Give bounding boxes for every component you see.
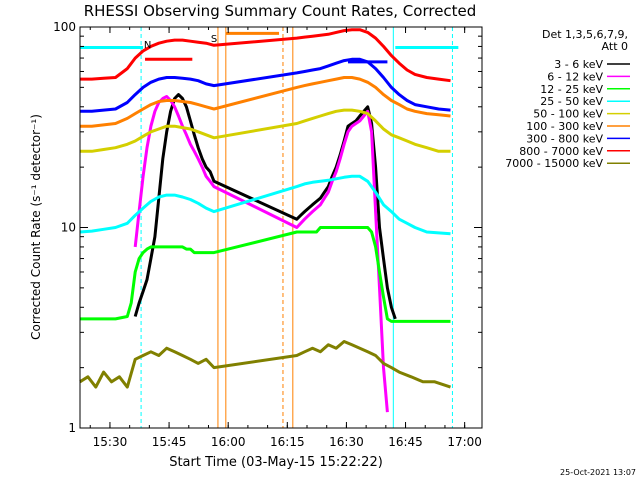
x-tick-label-1: 15:45 (152, 435, 187, 449)
x-tick-label-3: 16:15 (270, 435, 305, 449)
y-axis-label: Corrected Count Rate (s⁻¹ detector⁻¹) (29, 114, 43, 340)
series-line-2 (80, 226, 451, 323)
axes: 15:30 15:45 16:00 16:15 16:30 16:45 17:00 1 10 10… (53, 20, 482, 449)
chart-title: RHESSI Observing Summary Count Rates, Co… (84, 2, 477, 20)
y-tick-label-0: 1 (68, 421, 76, 435)
legend-label-6: 300 - 800 keV (526, 132, 603, 145)
x-tick-label-6: 17:00 (447, 435, 482, 449)
legend-header-0: Det 1,3,5,6,7,9, (542, 28, 628, 41)
saa-marker-label: S (211, 34, 217, 45)
legend-header-1: Att 0 (602, 40, 628, 53)
y-tick-label-1: 10 (61, 221, 76, 235)
series-line-7 (80, 28, 451, 83)
series-line-8 (79, 340, 451, 389)
legend-label-2: 12 - 25 keV (540, 83, 603, 96)
legend-label-4: 50 - 100 keV (533, 108, 603, 121)
x-tick-label-2: 16:00 (211, 435, 246, 449)
x-tick-label-4: 16:30 (329, 435, 364, 449)
legend-label-8: 7000 - 15000 keV (505, 157, 603, 170)
series-line-6 (80, 57, 451, 113)
series-line-0 (133, 93, 397, 320)
generation-timestamp: 25-Oct-2021 13:07 (560, 468, 636, 477)
series-line-3 (79, 174, 451, 236)
night-marker-label: N (144, 40, 151, 51)
legend-label-3: 25 - 50 keV (540, 95, 603, 108)
legend-label-5: 100 - 300 keV (526, 120, 603, 133)
legend-label-7: 800 - 7000 keV (519, 145, 603, 158)
y-tick-label-2: 100 (53, 20, 76, 34)
x-axis-label: Start Time (03-May-15 15:22:22) (169, 455, 383, 470)
legend-label-1: 6 - 12 keV (547, 70, 603, 83)
x-tick-label-0: 15:30 (93, 435, 128, 449)
x-tick-label-5: 16:45 (388, 435, 423, 449)
series-line-1 (133, 95, 389, 413)
plot-area: NS (79, 27, 459, 428)
series-line-4 (80, 108, 451, 153)
series-line-5 (80, 76, 451, 128)
legend-label-0: 3 - 6 keV (554, 58, 603, 71)
